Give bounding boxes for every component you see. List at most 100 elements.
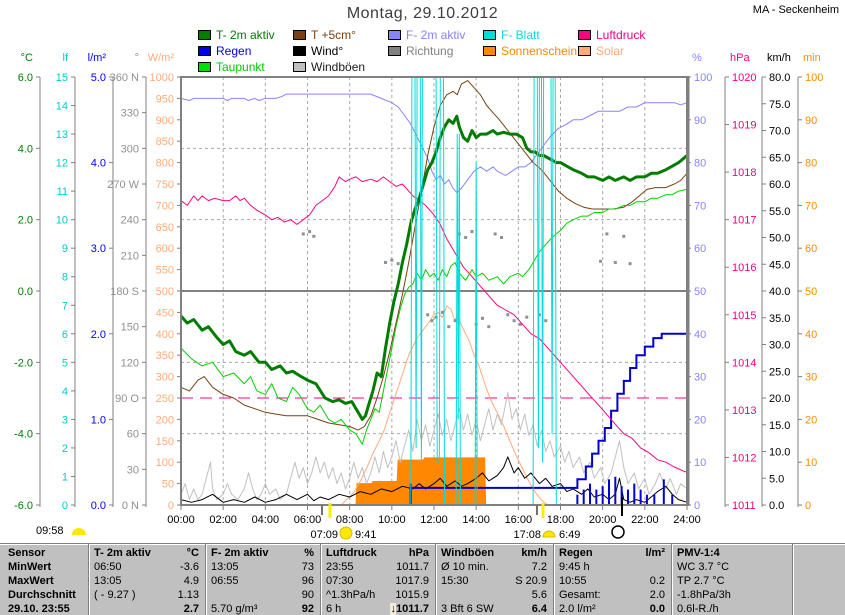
column-name: Regen bbox=[559, 547, 593, 559]
stat-label: 07:30 bbox=[326, 575, 354, 587]
axis-tick-label: 1011 bbox=[732, 500, 756, 512]
legend-item: F- Blatt bbox=[483, 28, 540, 42]
axis-tick-label: 11 bbox=[57, 186, 68, 198]
legend-label: Solar bbox=[596, 44, 625, 58]
axis-tick-label: 50 bbox=[162, 479, 174, 491]
legend-item: Solar bbox=[578, 44, 624, 58]
axis-tick-label: 7 bbox=[62, 300, 68, 312]
axis-min: 0 10 20 30 40 50 60 70 80 90 100 min bbox=[797, 52, 823, 512]
axis-tick-label: 8 bbox=[62, 272, 68, 284]
x-axis-label: 24:00 bbox=[673, 514, 701, 526]
axis-tick-label: 6.0 bbox=[18, 72, 33, 84]
stat-value: -3.6 bbox=[180, 561, 199, 573]
axis-tick-label: 6 bbox=[62, 329, 68, 341]
series-dot bbox=[506, 313, 510, 317]
axis-tick-label: 100 bbox=[694, 72, 712, 84]
axis-tick-label: 240 bbox=[121, 215, 139, 227]
axis-tick-label: 9 bbox=[62, 243, 68, 255]
axis-tick-label: 40 bbox=[694, 329, 706, 341]
axis-tick-label: 70 bbox=[805, 200, 817, 212]
axis-tick-label: 250 bbox=[156, 393, 174, 405]
series-dot bbox=[613, 260, 617, 264]
axis-title: hPa bbox=[730, 52, 750, 64]
series-dot bbox=[396, 262, 400, 266]
legend-label: Sonnenschein bbox=[501, 44, 578, 58]
axis-tick-label: 45.0 bbox=[769, 259, 790, 271]
series-line bbox=[179, 114, 688, 421]
column-name: T- 2m aktiv bbox=[94, 547, 151, 559]
series-dot bbox=[599, 259, 603, 263]
legend-item: Sonnenschein bbox=[483, 44, 577, 58]
stat-label: Ø 10 min. bbox=[441, 561, 489, 573]
stat-cell: ^1.3hPa/h 1015.9 bbox=[320, 589, 435, 602]
series-dot bbox=[480, 316, 484, 320]
series-t2m bbox=[179, 114, 688, 421]
legend-item: Windböen bbox=[293, 60, 365, 74]
row-label: MaxWert bbox=[8, 575, 54, 587]
axis-tick-label: 1 bbox=[62, 471, 68, 483]
column-unit: % bbox=[304, 547, 314, 559]
legend-swatch-icon bbox=[293, 62, 306, 72]
stat-cell: 2.0 l/m² 0.0 bbox=[553, 603, 671, 615]
axis-tick-label: 650 bbox=[156, 222, 174, 234]
column-header: Luftdruck hPa bbox=[320, 547, 435, 560]
stat-value: 4.9 bbox=[183, 575, 199, 587]
stat-cell: 06:50 -3.6 bbox=[88, 561, 205, 574]
axis-tick-label: 100 bbox=[156, 457, 174, 469]
axis-title: l/m² bbox=[88, 52, 107, 64]
stat-cell: WC 3.7 °C bbox=[671, 561, 792, 574]
stats-table: Sensor MinWert MaxWert Durchschnitt 29.10. 2… bbox=[0, 543, 845, 615]
stat-cell: 5.6 bbox=[435, 589, 553, 602]
stat-label: 06:55 bbox=[211, 575, 239, 587]
column-header: F- 2m aktiv% bbox=[205, 547, 320, 560]
axis-tick-label: 40.0 bbox=[769, 286, 790, 298]
axis-wm2: 0 50 100 150 200 250 300 350 400 450 500 550 600 650 7… bbox=[148, 52, 181, 512]
stat-label: WC 3.7 °C bbox=[677, 561, 730, 573]
axis-tick-label: 2.0 bbox=[91, 329, 106, 341]
stat-label: 6 h bbox=[326, 603, 342, 615]
column-header: Windböen km/h bbox=[435, 547, 553, 560]
legend-label: Taupunkt bbox=[216, 60, 265, 74]
legend-swatch-icon bbox=[578, 30, 591, 40]
axis-tick-label: 1000 bbox=[150, 72, 174, 84]
axis-tick-label: 10.0 bbox=[769, 447, 790, 459]
stat-label: 10:55 bbox=[559, 575, 587, 587]
axis-tick-label: 1020 bbox=[732, 72, 756, 84]
axis-tick-label: 20.0 bbox=[769, 393, 790, 405]
stat-label: 23:55 bbox=[326, 561, 354, 573]
axis-pct: 0 10 20 30 40 50 60 70 80 90 100% bbox=[687, 52, 712, 512]
legend-swatch-icon bbox=[293, 30, 306, 40]
stat-label: 0.6l-R./h bbox=[677, 603, 719, 615]
stat-cell: 13:05 4.9 bbox=[88, 575, 205, 588]
axis-tick-label: 700 bbox=[156, 200, 174, 212]
axis-tick-label: 90 O bbox=[115, 393, 139, 405]
sunset-suffix: 6:49 bbox=[559, 529, 580, 541]
axis-tick-label: 120 bbox=[121, 357, 139, 369]
sunset-sun-icon bbox=[542, 530, 556, 538]
series-dot bbox=[512, 319, 516, 323]
axis-tick-label: 4 bbox=[62, 386, 68, 398]
series-dot bbox=[453, 319, 457, 323]
column-separator bbox=[435, 544, 437, 615]
axis-tick-label: 0 bbox=[805, 500, 811, 512]
stat-cell: 2.7 bbox=[88, 603, 205, 615]
column-separator bbox=[320, 544, 322, 615]
column-separator bbox=[671, 544, 673, 615]
column-unit: km/h bbox=[521, 547, 547, 559]
legend-swatch-icon bbox=[293, 46, 306, 56]
legend-swatch-icon bbox=[483, 30, 496, 40]
x-axis-label: 12:00 bbox=[420, 514, 448, 526]
x-axis-label: 00:00 bbox=[167, 514, 195, 526]
axis-tick-label: 1017 bbox=[732, 215, 756, 227]
series-dot bbox=[628, 262, 632, 266]
legend-label: T- 2m aktiv bbox=[216, 28, 275, 42]
series-dot bbox=[605, 232, 609, 236]
axis-tick-label: -6.0 bbox=[14, 500, 33, 512]
series-dot bbox=[487, 325, 491, 329]
axis-tick-label: 0 bbox=[168, 500, 174, 512]
axis-tick-label: 4.0 bbox=[91, 158, 106, 170]
series-dot bbox=[493, 232, 497, 236]
axis-tick-label: 40 bbox=[805, 329, 817, 341]
stat-value: 0.2 bbox=[649, 575, 665, 587]
